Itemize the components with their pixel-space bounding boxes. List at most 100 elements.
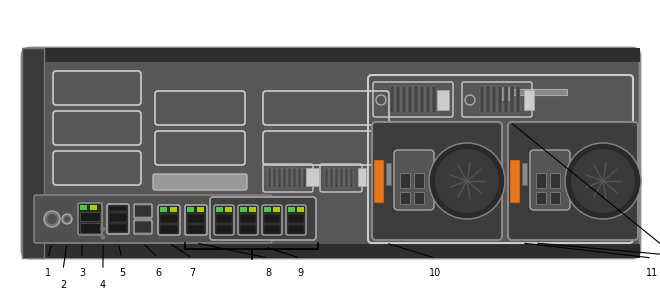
Bar xyxy=(510,160,519,202)
Text: 11: 11 xyxy=(646,268,658,278)
FancyBboxPatch shape xyxy=(158,205,180,235)
Bar xyxy=(486,86,490,113)
Bar xyxy=(335,168,338,188)
Bar xyxy=(522,163,527,185)
Bar xyxy=(498,86,502,113)
Circle shape xyxy=(465,95,475,105)
Bar xyxy=(400,192,410,204)
Bar xyxy=(512,89,567,95)
Text: 9: 9 xyxy=(297,268,303,278)
Bar xyxy=(80,223,100,233)
FancyBboxPatch shape xyxy=(214,205,234,235)
Bar xyxy=(414,192,424,204)
Bar xyxy=(225,207,232,212)
Bar xyxy=(297,207,304,212)
Bar xyxy=(510,86,514,113)
Bar xyxy=(306,168,319,186)
Bar xyxy=(240,207,247,212)
Bar xyxy=(170,207,177,212)
Bar xyxy=(288,225,304,234)
FancyBboxPatch shape xyxy=(153,174,247,190)
FancyBboxPatch shape xyxy=(394,150,434,210)
Bar xyxy=(80,205,87,210)
Circle shape xyxy=(100,226,106,232)
Bar xyxy=(22,48,640,62)
Bar xyxy=(240,225,256,234)
Bar xyxy=(197,207,204,212)
Bar xyxy=(293,168,296,188)
FancyBboxPatch shape xyxy=(210,197,316,240)
Bar xyxy=(283,168,286,188)
FancyBboxPatch shape xyxy=(372,122,502,240)
Bar xyxy=(109,224,127,232)
Bar xyxy=(240,214,256,223)
FancyBboxPatch shape xyxy=(508,122,638,240)
Bar xyxy=(400,173,410,188)
Bar xyxy=(288,168,291,188)
Bar xyxy=(109,206,127,211)
FancyBboxPatch shape xyxy=(238,205,258,235)
Bar xyxy=(492,86,496,113)
FancyBboxPatch shape xyxy=(185,205,207,235)
Bar xyxy=(135,222,151,232)
Bar xyxy=(160,225,178,234)
FancyBboxPatch shape xyxy=(502,88,510,100)
Bar xyxy=(524,90,534,110)
Bar xyxy=(90,205,97,210)
Bar xyxy=(374,160,383,202)
Bar xyxy=(358,168,366,186)
Text: 8: 8 xyxy=(265,268,271,278)
Bar xyxy=(187,225,205,234)
Bar xyxy=(408,86,412,113)
FancyBboxPatch shape xyxy=(78,203,102,235)
Circle shape xyxy=(62,214,72,224)
Text: 3: 3 xyxy=(79,268,85,278)
Bar xyxy=(187,214,205,223)
Text: 6: 6 xyxy=(155,268,161,278)
Text: 1: 1 xyxy=(45,268,51,278)
Circle shape xyxy=(44,211,60,227)
Bar xyxy=(345,168,348,188)
Text: 2: 2 xyxy=(60,280,66,290)
Bar xyxy=(340,168,343,188)
FancyBboxPatch shape xyxy=(34,195,272,243)
Bar xyxy=(414,173,424,188)
Bar xyxy=(288,214,304,223)
Circle shape xyxy=(429,143,505,219)
Bar xyxy=(536,192,546,204)
Bar xyxy=(325,168,328,188)
Bar xyxy=(264,207,271,212)
Circle shape xyxy=(64,216,70,222)
FancyBboxPatch shape xyxy=(262,205,282,235)
FancyBboxPatch shape xyxy=(134,204,152,218)
Bar xyxy=(437,90,449,110)
FancyBboxPatch shape xyxy=(530,150,570,210)
Bar xyxy=(187,207,194,212)
Bar xyxy=(160,207,167,212)
Circle shape xyxy=(435,149,499,213)
FancyBboxPatch shape xyxy=(134,220,152,234)
Bar xyxy=(268,168,271,188)
Bar xyxy=(298,168,301,188)
Bar xyxy=(273,207,280,212)
Circle shape xyxy=(571,149,635,213)
FancyBboxPatch shape xyxy=(22,48,640,258)
Circle shape xyxy=(565,143,641,219)
Bar xyxy=(249,207,256,212)
Text: 4: 4 xyxy=(100,280,106,290)
Bar xyxy=(22,48,44,258)
Text: 5: 5 xyxy=(119,268,125,278)
Bar xyxy=(22,244,640,258)
Bar xyxy=(303,168,306,188)
Bar xyxy=(264,225,280,234)
Bar xyxy=(432,86,436,113)
Bar xyxy=(504,86,508,113)
Bar xyxy=(386,163,391,185)
Bar xyxy=(402,86,406,113)
Bar xyxy=(273,168,276,188)
Bar xyxy=(216,214,232,223)
Bar xyxy=(288,207,295,212)
Bar xyxy=(426,86,430,113)
Bar xyxy=(80,212,100,221)
Bar xyxy=(109,213,127,222)
